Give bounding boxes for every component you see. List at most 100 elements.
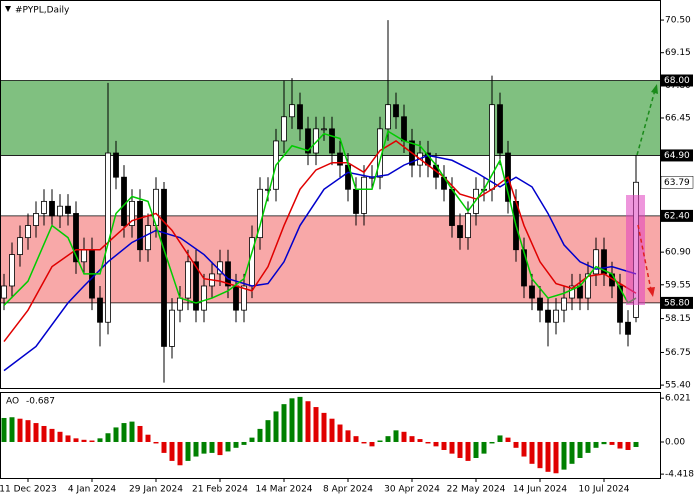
candle-body xyxy=(385,104,391,130)
candle-body xyxy=(57,205,63,217)
ao-bar xyxy=(633,441,639,447)
ao-bar xyxy=(81,439,87,442)
ao-bar xyxy=(305,401,311,442)
ao-bar xyxy=(465,441,471,461)
y-tick-label: 59.55 xyxy=(665,280,691,290)
ao-bar xyxy=(545,441,551,472)
ao-bar xyxy=(33,423,39,442)
candle-body xyxy=(129,200,135,226)
candle-body xyxy=(169,309,175,347)
current-price-label: 63.79 xyxy=(664,178,690,188)
ao-tick-label: 0.00 xyxy=(665,437,685,447)
ao-bar xyxy=(97,438,103,442)
ao-bar xyxy=(601,441,607,445)
ao-bar xyxy=(73,438,79,442)
ao-bar xyxy=(561,441,567,470)
candle-body xyxy=(9,254,15,287)
ao-bar xyxy=(161,441,167,453)
level-box xyxy=(661,74,693,87)
candle-body xyxy=(329,128,335,154)
candle-body xyxy=(241,285,247,311)
ao-bar xyxy=(273,411,279,442)
candle-body xyxy=(1,285,7,299)
ao-bar xyxy=(569,441,575,464)
candle-body xyxy=(145,225,151,251)
candle-body xyxy=(121,176,127,226)
candle-body xyxy=(137,200,143,251)
x-tick-label: 30 Apr 2024 xyxy=(384,485,440,495)
x-tick-label: 4 Jan 2024 xyxy=(68,485,116,495)
candle-body xyxy=(569,285,575,299)
arrow-head xyxy=(647,287,655,297)
main-frame xyxy=(0,0,661,389)
level-label: 64.90 xyxy=(664,151,690,161)
ao-bar xyxy=(225,441,231,452)
ao-bar xyxy=(249,437,255,442)
x-tick-label: 14 Mar 2024 xyxy=(255,485,312,495)
candle-body xyxy=(81,249,87,263)
ao-bar xyxy=(17,418,23,442)
candle-body xyxy=(161,188,167,347)
zone xyxy=(0,215,660,303)
candle-body xyxy=(585,273,591,299)
ao-bar xyxy=(289,398,295,442)
level-label: 58.80 xyxy=(664,298,690,308)
ao-bar xyxy=(593,441,599,448)
candle-body xyxy=(337,152,343,166)
ao-bar xyxy=(577,441,583,458)
ao-bar xyxy=(209,441,215,453)
candle-body xyxy=(49,200,55,217)
candle-body xyxy=(593,249,599,275)
ao-bar xyxy=(401,431,407,442)
ao-bar xyxy=(265,420,271,442)
level-label: 62.40 xyxy=(664,211,690,221)
ao-bar xyxy=(137,425,143,442)
ao-bar xyxy=(65,435,71,442)
ao-name: AO xyxy=(6,397,19,407)
ao-bar xyxy=(393,430,399,442)
x-tick-label: 14 Jun 2024 xyxy=(513,485,567,495)
ao-bar xyxy=(321,412,327,442)
candle-body xyxy=(33,213,39,226)
x-tick-label: 22 May 2024 xyxy=(447,485,506,495)
ao-bar xyxy=(121,423,127,442)
candle-body xyxy=(553,309,559,323)
candle-body xyxy=(105,152,111,323)
ao-bar xyxy=(257,428,263,442)
ao-bar xyxy=(609,441,615,445)
ao-bar xyxy=(337,424,343,442)
candle-body xyxy=(297,104,303,130)
candle-body xyxy=(97,297,103,323)
ao-last-value: -0.687 xyxy=(26,397,55,407)
candle-body xyxy=(233,285,239,311)
candle-body xyxy=(521,249,527,287)
ao-bar xyxy=(361,441,367,444)
candle-body xyxy=(545,309,551,323)
ao-bar xyxy=(409,436,415,442)
forecast-box xyxy=(626,195,645,305)
level-box xyxy=(661,296,693,309)
candle-body xyxy=(313,128,319,154)
ao-bar xyxy=(585,441,591,453)
title-icon xyxy=(5,6,11,12)
level-box xyxy=(661,149,693,162)
ao-bar xyxy=(513,441,519,448)
candle-body xyxy=(577,285,583,299)
ma-line xyxy=(3,140,637,343)
candle-body xyxy=(41,200,47,214)
ao-bar xyxy=(41,425,47,442)
ma-line xyxy=(3,130,637,306)
y-tick-label: 66.45 xyxy=(665,113,691,123)
ao-bar xyxy=(145,434,151,442)
ao-bar xyxy=(537,441,543,469)
candle-body xyxy=(617,285,623,323)
candle-body xyxy=(361,176,367,214)
chart-title: #PYPL,Daily xyxy=(15,6,70,16)
candle-body xyxy=(201,285,207,311)
ao-bar xyxy=(233,441,239,448)
candle-body xyxy=(193,261,199,311)
ma-line xyxy=(3,154,637,372)
ao-bar xyxy=(313,407,319,442)
ao-bar xyxy=(529,441,535,464)
ao-bar xyxy=(169,441,175,461)
